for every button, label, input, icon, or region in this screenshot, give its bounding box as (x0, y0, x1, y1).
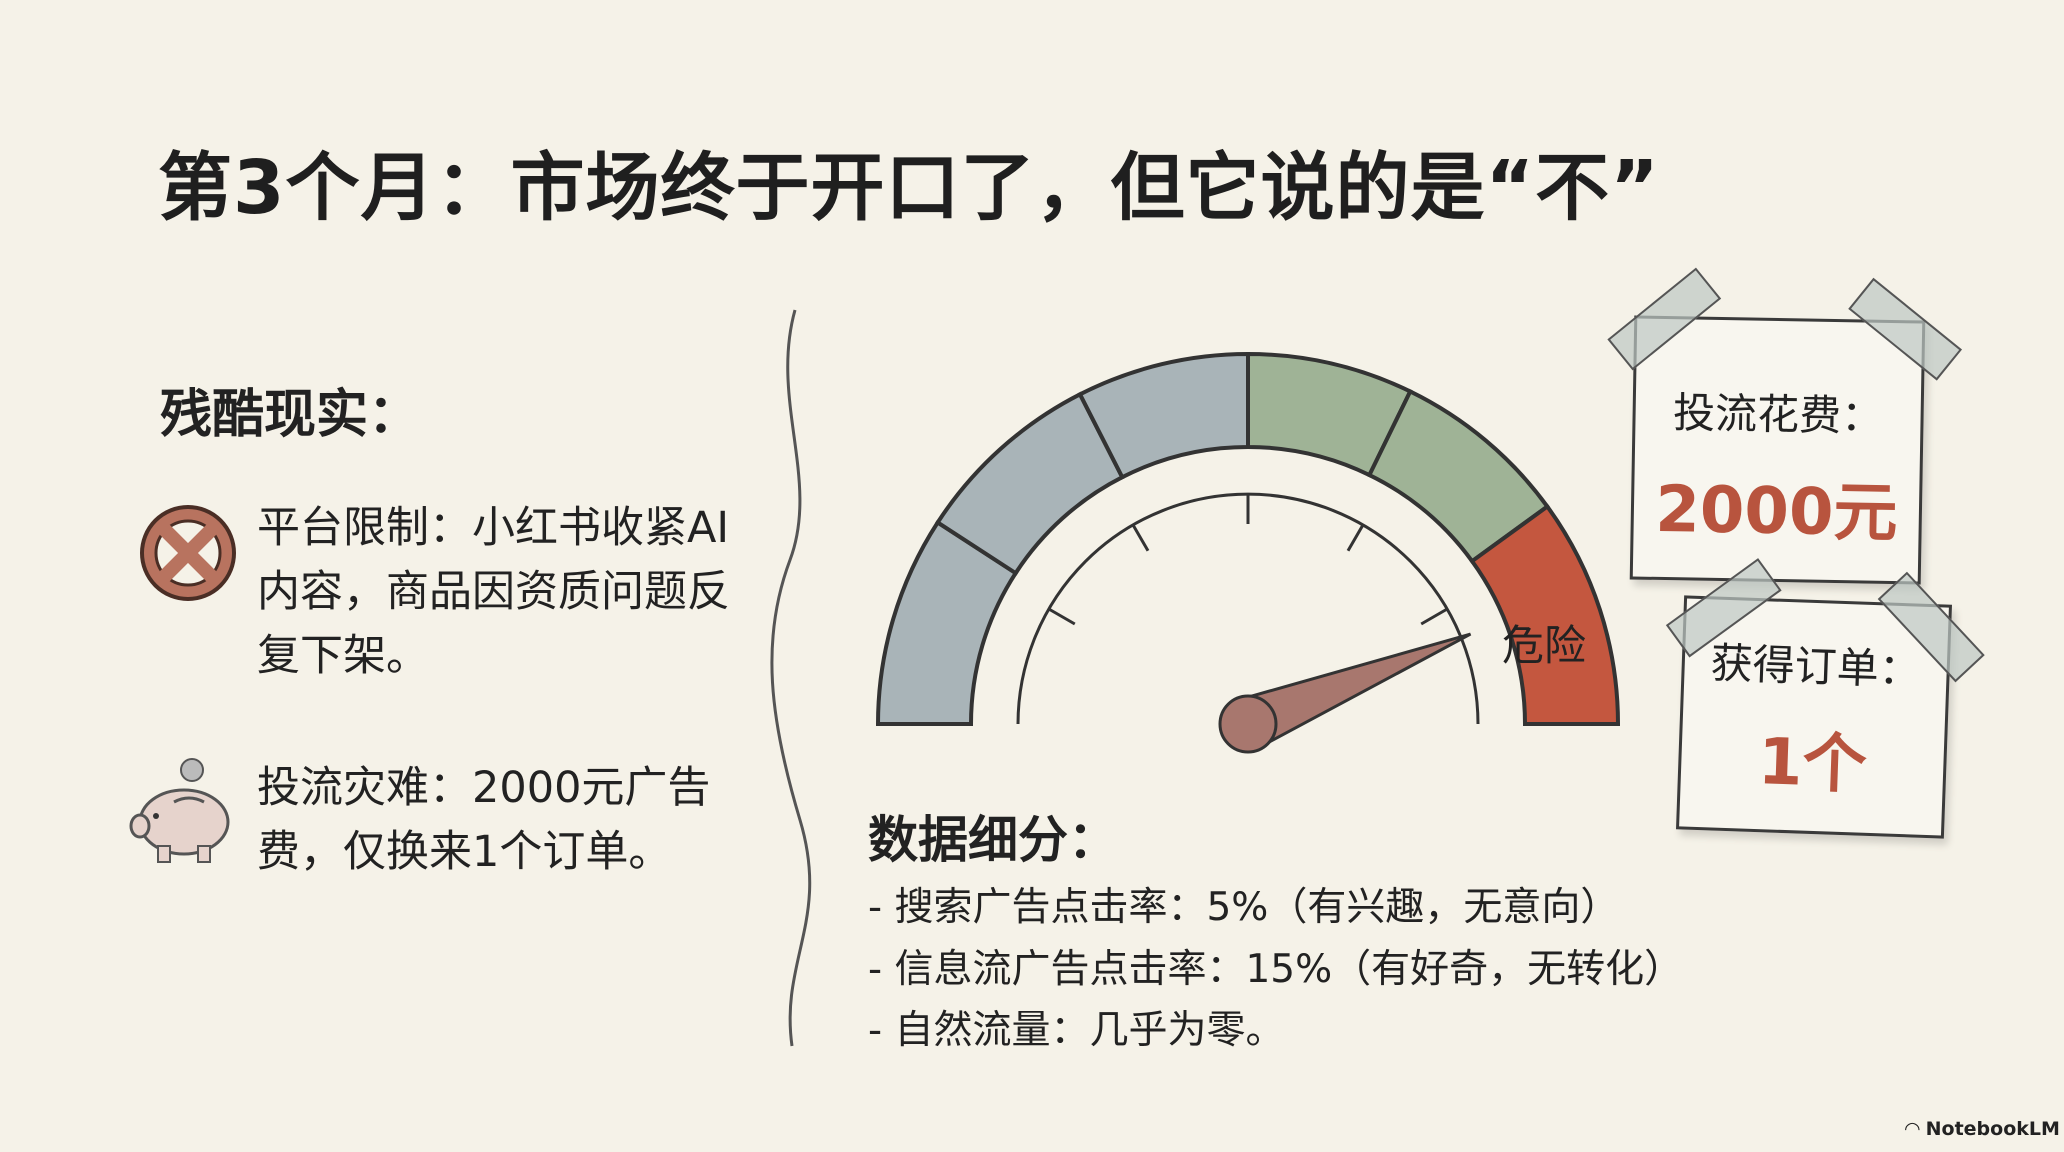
sticky-note-orders: 获得订单： 1个 (1665, 558, 1985, 839)
page-title: 第3个月：市场终于开口了，但它说的是“不” (158, 145, 1660, 231)
note-value: 1个 (1756, 725, 1868, 803)
data-breakdown-heading: 数据细分： (868, 811, 1118, 869)
note-label: 获得订单： (1709, 638, 1922, 695)
speedometer-gauge (875, 351, 1621, 754)
note-value: 2000元 (1654, 472, 1899, 552)
gauge-segment (1469, 503, 1621, 726)
data-line-feed-ctr: - 信息流广告点击率：15%（有好奇，无转化） (868, 947, 1684, 992)
notebooklm-watermark: ◠ NotebookLM (1905, 1118, 2060, 1140)
gauge-danger-label: 危险 (1502, 621, 1587, 670)
gauge-tick (1048, 607, 1076, 626)
prohibited-x-icon (140, 505, 236, 601)
gauge-tick (1420, 607, 1448, 626)
note-label: 投流花费： (1672, 388, 1884, 441)
footer-brand: NotebookLM (1925, 1118, 2060, 1140)
notebooklm-logo-icon: ◠ (1905, 1118, 1920, 1140)
ad-spend-disaster-text: 投流灾难：2000元广告费，仅换来1个订单。 (257, 763, 711, 877)
platform-restriction-text: 平台限制：小红书收紧AI内容，商品因资质问题反复下架。 (257, 503, 730, 681)
data-line-search-ctr: - 搜索广告点击率：5%（有兴趣，无意向） (868, 885, 1620, 930)
piggy-bank-icon (129, 758, 230, 863)
reality-heading: 残酷现实： (160, 385, 421, 445)
gauge-needle-hub (1218, 694, 1278, 754)
sticky-note-ad-spend: 投流花费： 2000元 (1607, 267, 1963, 585)
gauge-tick (1346, 524, 1365, 552)
data-line-organic: - 自然流量：几乎为零。 (868, 1008, 1285, 1053)
gauge-inner-arc (1016, 492, 1480, 725)
wavy-divider (770, 309, 812, 1047)
gauge-tick (1131, 524, 1150, 552)
